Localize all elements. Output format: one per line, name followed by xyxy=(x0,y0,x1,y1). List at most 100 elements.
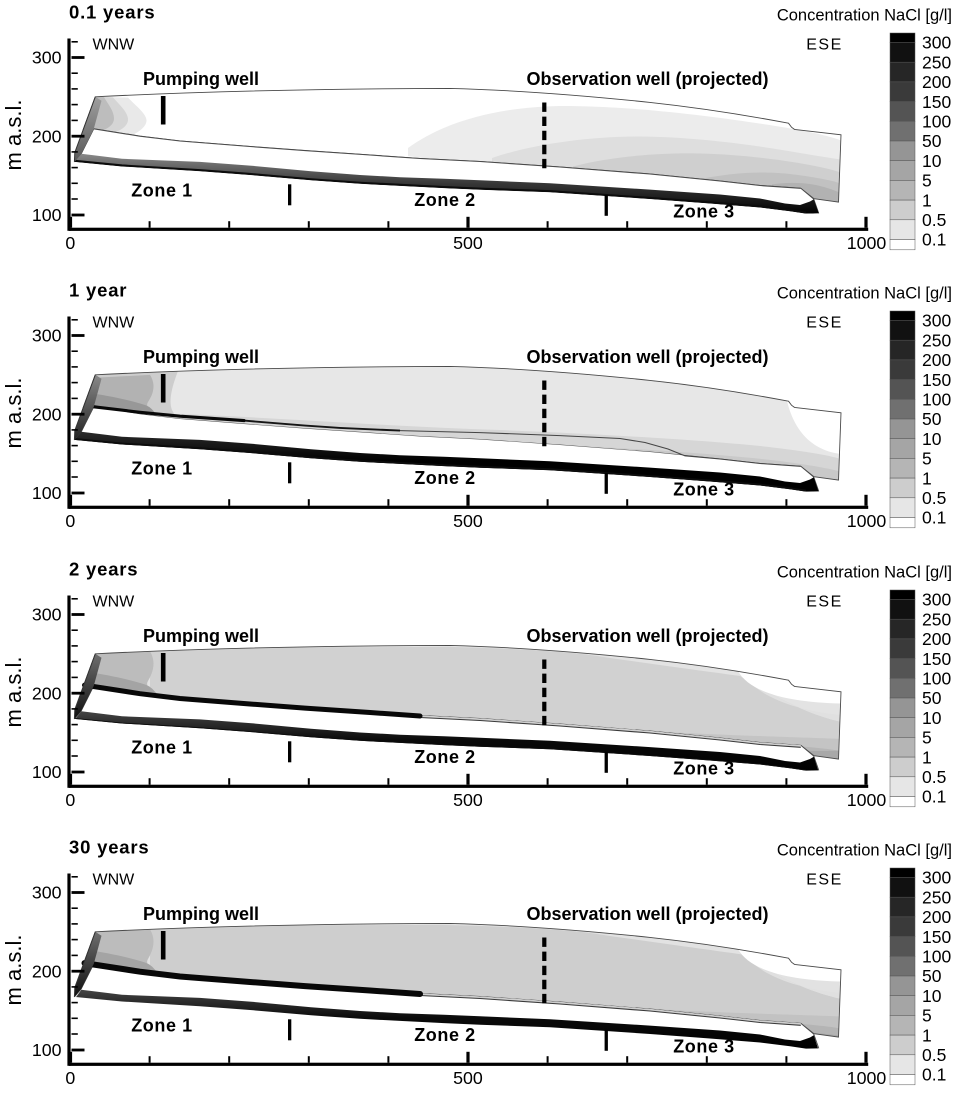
svg-text:10: 10 xyxy=(922,986,942,1006)
svg-text:200: 200 xyxy=(922,907,951,927)
svg-text:100: 100 xyxy=(32,483,62,503)
svg-text:500: 500 xyxy=(453,511,483,531)
svg-text:10: 10 xyxy=(922,151,942,171)
svg-text:150: 150 xyxy=(922,649,951,669)
svg-text:Zone 3: Zone 3 xyxy=(673,202,735,222)
svg-text:ESE: ESE xyxy=(806,37,843,54)
svg-text:Zone 1: Zone 1 xyxy=(131,459,193,479)
svg-text:300: 300 xyxy=(32,48,62,68)
svg-text:0.1: 0.1 xyxy=(922,230,946,250)
svg-text:1 year: 1 year xyxy=(69,279,127,300)
svg-text:0.5: 0.5 xyxy=(922,488,946,508)
svg-text:500: 500 xyxy=(453,1068,483,1088)
svg-text:WNW: WNW xyxy=(93,872,136,889)
svg-text:WNW: WNW xyxy=(93,37,136,54)
svg-text:m a.s.l.: m a.s.l. xyxy=(1,100,26,171)
svg-text:0.1: 0.1 xyxy=(922,1065,946,1085)
svg-text:200: 200 xyxy=(32,961,62,981)
svg-text:2 years: 2 years xyxy=(69,558,138,579)
svg-text:Pumping well: Pumping well xyxy=(143,69,259,89)
svg-text:Concentration NaCl [g/l]: Concentration NaCl [g/l] xyxy=(777,284,952,302)
svg-text:Pumping well: Pumping well xyxy=(143,904,259,924)
svg-text:10: 10 xyxy=(922,429,942,449)
svg-text:Zone 1: Zone 1 xyxy=(131,738,193,758)
svg-text:100: 100 xyxy=(32,1040,62,1060)
svg-text:50: 50 xyxy=(922,966,942,986)
svg-text:250: 250 xyxy=(922,609,951,629)
svg-text:Zone 2: Zone 2 xyxy=(414,1025,476,1045)
svg-text:200: 200 xyxy=(922,72,951,92)
svg-text:250: 250 xyxy=(922,52,951,72)
svg-text:100: 100 xyxy=(922,390,951,410)
svg-text:100: 100 xyxy=(922,947,951,967)
svg-text:50: 50 xyxy=(922,688,942,708)
svg-text:1000: 1000 xyxy=(847,511,887,531)
svg-text:Concentration NaCl [g/l]: Concentration NaCl [g/l] xyxy=(777,563,952,581)
svg-text:200: 200 xyxy=(922,629,951,649)
svg-text:m a.s.l.: m a.s.l. xyxy=(1,657,26,728)
svg-text:300: 300 xyxy=(32,326,62,346)
svg-text:150: 150 xyxy=(922,92,951,112)
svg-text:Concentration NaCl [g/l]: Concentration NaCl [g/l] xyxy=(777,841,952,859)
svg-text:0: 0 xyxy=(65,1068,75,1088)
svg-text:50: 50 xyxy=(922,409,942,429)
svg-text:300: 300 xyxy=(922,311,951,331)
svg-text:Zone 3: Zone 3 xyxy=(673,759,735,779)
svg-text:500: 500 xyxy=(453,233,483,253)
svg-text:1: 1 xyxy=(922,1025,932,1045)
svg-text:ESE: ESE xyxy=(806,594,843,611)
svg-text:150: 150 xyxy=(922,370,951,390)
svg-text:300: 300 xyxy=(32,605,62,625)
svg-text:WNW: WNW xyxy=(93,594,136,611)
svg-text:1000: 1000 xyxy=(847,1068,887,1088)
svg-text:250: 250 xyxy=(922,330,951,350)
svg-text:WNW: WNW xyxy=(93,315,136,332)
svg-text:200: 200 xyxy=(32,126,62,146)
svg-text:Zone 3: Zone 3 xyxy=(673,1037,735,1057)
svg-text:Zone 1: Zone 1 xyxy=(131,181,193,201)
svg-text:Observation well (projected): Observation well (projected) xyxy=(526,347,768,367)
svg-text:ESE: ESE xyxy=(806,872,843,889)
svg-text:0.1: 0.1 xyxy=(922,787,946,807)
svg-text:0.5: 0.5 xyxy=(922,210,946,230)
svg-text:Observation well (projected): Observation well (projected) xyxy=(526,626,768,646)
svg-text:Zone 1: Zone 1 xyxy=(131,1016,193,1036)
svg-text:0.5: 0.5 xyxy=(922,1045,946,1065)
svg-text:Zone 2: Zone 2 xyxy=(414,190,476,210)
svg-text:100: 100 xyxy=(32,762,62,782)
svg-text:Zone 3: Zone 3 xyxy=(673,480,735,500)
svg-text:200: 200 xyxy=(32,683,62,703)
svg-text:500: 500 xyxy=(453,790,483,810)
svg-text:m a.s.l.: m a.s.l. xyxy=(1,378,26,449)
svg-text:0.5: 0.5 xyxy=(922,767,946,787)
svg-text:Pumping well: Pumping well xyxy=(143,347,259,367)
svg-text:1000: 1000 xyxy=(847,790,887,810)
svg-text:200: 200 xyxy=(922,350,951,370)
svg-text:Zone 2: Zone 2 xyxy=(414,468,476,488)
svg-text:100: 100 xyxy=(922,112,951,132)
svg-text:10: 10 xyxy=(922,708,942,728)
svg-text:300: 300 xyxy=(922,868,951,888)
svg-text:30 years: 30 years xyxy=(69,836,149,857)
svg-text:200: 200 xyxy=(32,404,62,424)
svg-text:Observation well (projected): Observation well (projected) xyxy=(526,904,768,924)
svg-text:100: 100 xyxy=(32,205,62,225)
svg-text:150: 150 xyxy=(922,927,951,947)
svg-text:1000: 1000 xyxy=(847,233,887,253)
svg-text:300: 300 xyxy=(32,883,62,903)
svg-text:0.1: 0.1 xyxy=(922,508,946,528)
svg-text:Pumping well: Pumping well xyxy=(143,626,259,646)
svg-text:0: 0 xyxy=(65,790,75,810)
svg-text:5: 5 xyxy=(922,449,932,469)
svg-text:Observation well (projected): Observation well (projected) xyxy=(526,69,768,89)
svg-text:ESE: ESE xyxy=(806,315,843,332)
svg-text:250: 250 xyxy=(922,887,951,907)
svg-text:100: 100 xyxy=(922,669,951,689)
svg-text:0: 0 xyxy=(65,511,75,531)
svg-text:300: 300 xyxy=(922,33,951,53)
svg-text:50: 50 xyxy=(922,131,942,151)
svg-text:5: 5 xyxy=(922,728,932,748)
svg-text:m a.s.l.: m a.s.l. xyxy=(1,935,26,1006)
svg-text:Concentration NaCl [g/l]: Concentration NaCl [g/l] xyxy=(777,6,952,24)
svg-text:1: 1 xyxy=(922,468,932,488)
